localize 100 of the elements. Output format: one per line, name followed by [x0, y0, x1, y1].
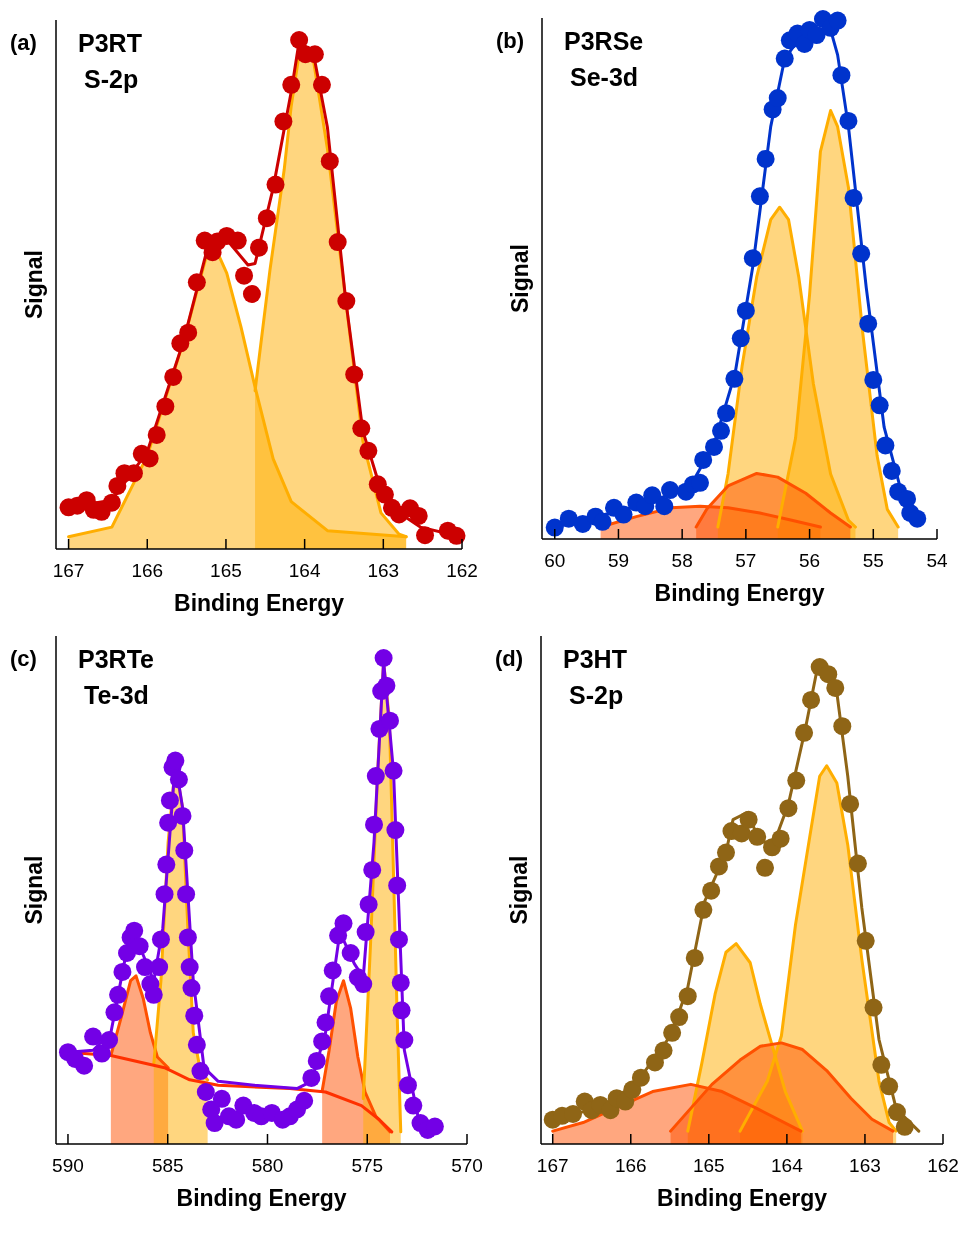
point	[416, 526, 435, 545]
point	[328, 233, 347, 252]
point	[631, 1068, 650, 1087]
point	[848, 854, 867, 873]
x-tick-label: 55	[862, 550, 884, 571]
point	[908, 509, 927, 528]
point	[282, 75, 301, 94]
point	[320, 152, 339, 171]
point	[352, 419, 371, 438]
point	[826, 678, 845, 697]
point	[179, 323, 198, 342]
point	[787, 771, 806, 790]
point	[108, 476, 127, 495]
point	[872, 1055, 891, 1074]
x-tick-label: 167	[536, 1155, 569, 1176]
x-axis-title: Binding Energy	[657, 1185, 828, 1211]
x-tick-label: 164	[771, 1155, 804, 1176]
point	[694, 450, 713, 469]
point	[694, 900, 713, 919]
y-axis-title: Signal	[506, 855, 532, 925]
text: S-2p	[569, 681, 624, 709]
point	[250, 238, 268, 257]
point	[768, 89, 787, 108]
point	[228, 231, 247, 250]
point	[779, 799, 798, 818]
point	[743, 249, 762, 268]
point	[775, 49, 794, 68]
point	[795, 723, 814, 742]
point	[895, 1117, 914, 1136]
point	[839, 111, 858, 130]
point	[663, 1023, 682, 1042]
point	[156, 397, 175, 416]
point	[725, 369, 744, 388]
x-tick-label: 54	[926, 550, 948, 571]
chart-title: P3RSe	[564, 27, 644, 55]
chart-title: P3RT	[78, 29, 142, 57]
x-tick-label: 585	[151, 1155, 184, 1176]
point	[645, 1053, 664, 1072]
point	[756, 149, 775, 168]
point	[882, 461, 901, 480]
x-tick-label: 163	[367, 560, 400, 581]
point	[828, 11, 847, 30]
x-tick-label: 162	[927, 1155, 959, 1176]
point	[545, 518, 564, 537]
point	[147, 425, 166, 444]
point	[235, 266, 254, 285]
x-axis-title: Binding Energy	[174, 590, 345, 616]
point	[841, 794, 860, 813]
text: (c)	[10, 646, 37, 671]
text: (a)	[10, 30, 37, 55]
point	[409, 506, 428, 525]
x-tick-label: 56	[799, 550, 821, 571]
point	[832, 66, 851, 85]
x-tick-label: 59	[607, 550, 630, 571]
point	[242, 284, 261, 303]
point	[593, 512, 612, 531]
point	[685, 948, 704, 967]
point	[880, 1077, 899, 1096]
point	[859, 314, 878, 333]
point	[678, 987, 697, 1006]
point	[447, 526, 466, 545]
point	[702, 881, 721, 900]
point	[559, 509, 578, 528]
x-tick-label: 165	[210, 560, 242, 581]
x-tick-label: 58	[671, 550, 693, 571]
chart-title: P3RTe	[78, 645, 155, 673]
point	[756, 858, 775, 877]
point	[870, 396, 889, 415]
point	[739, 810, 758, 829]
x-axis-title: Binding Energy	[654, 580, 825, 606]
point	[852, 244, 871, 263]
point	[643, 486, 662, 505]
x-tick-label: 165	[692, 1155, 725, 1176]
x-tick-label: 166	[614, 1155, 647, 1176]
point	[375, 485, 394, 504]
text: Te-3d	[84, 681, 149, 709]
text: S-2p	[84, 65, 139, 93]
point	[802, 690, 821, 709]
point	[655, 497, 674, 516]
y-axis-title: Signal	[21, 249, 47, 320]
point	[564, 1104, 582, 1123]
x-tick-label: 163	[849, 1155, 881, 1176]
point	[736, 301, 755, 320]
point	[833, 717, 852, 736]
y-axis-title: Signal	[507, 243, 533, 314]
point	[748, 827, 767, 846]
point	[573, 514, 592, 533]
point	[654, 1041, 673, 1060]
x-tick-label: 60	[544, 550, 566, 571]
point	[290, 31, 309, 49]
x-tick-label: 162	[446, 560, 478, 581]
point	[717, 404, 736, 423]
point	[266, 175, 285, 194]
point	[614, 505, 633, 524]
x-tick-label: 167	[52, 560, 85, 581]
text: (b)	[496, 28, 525, 53]
point	[337, 292, 356, 311]
point	[187, 273, 206, 292]
point	[359, 441, 378, 460]
x-tick-label: 164	[288, 560, 321, 581]
